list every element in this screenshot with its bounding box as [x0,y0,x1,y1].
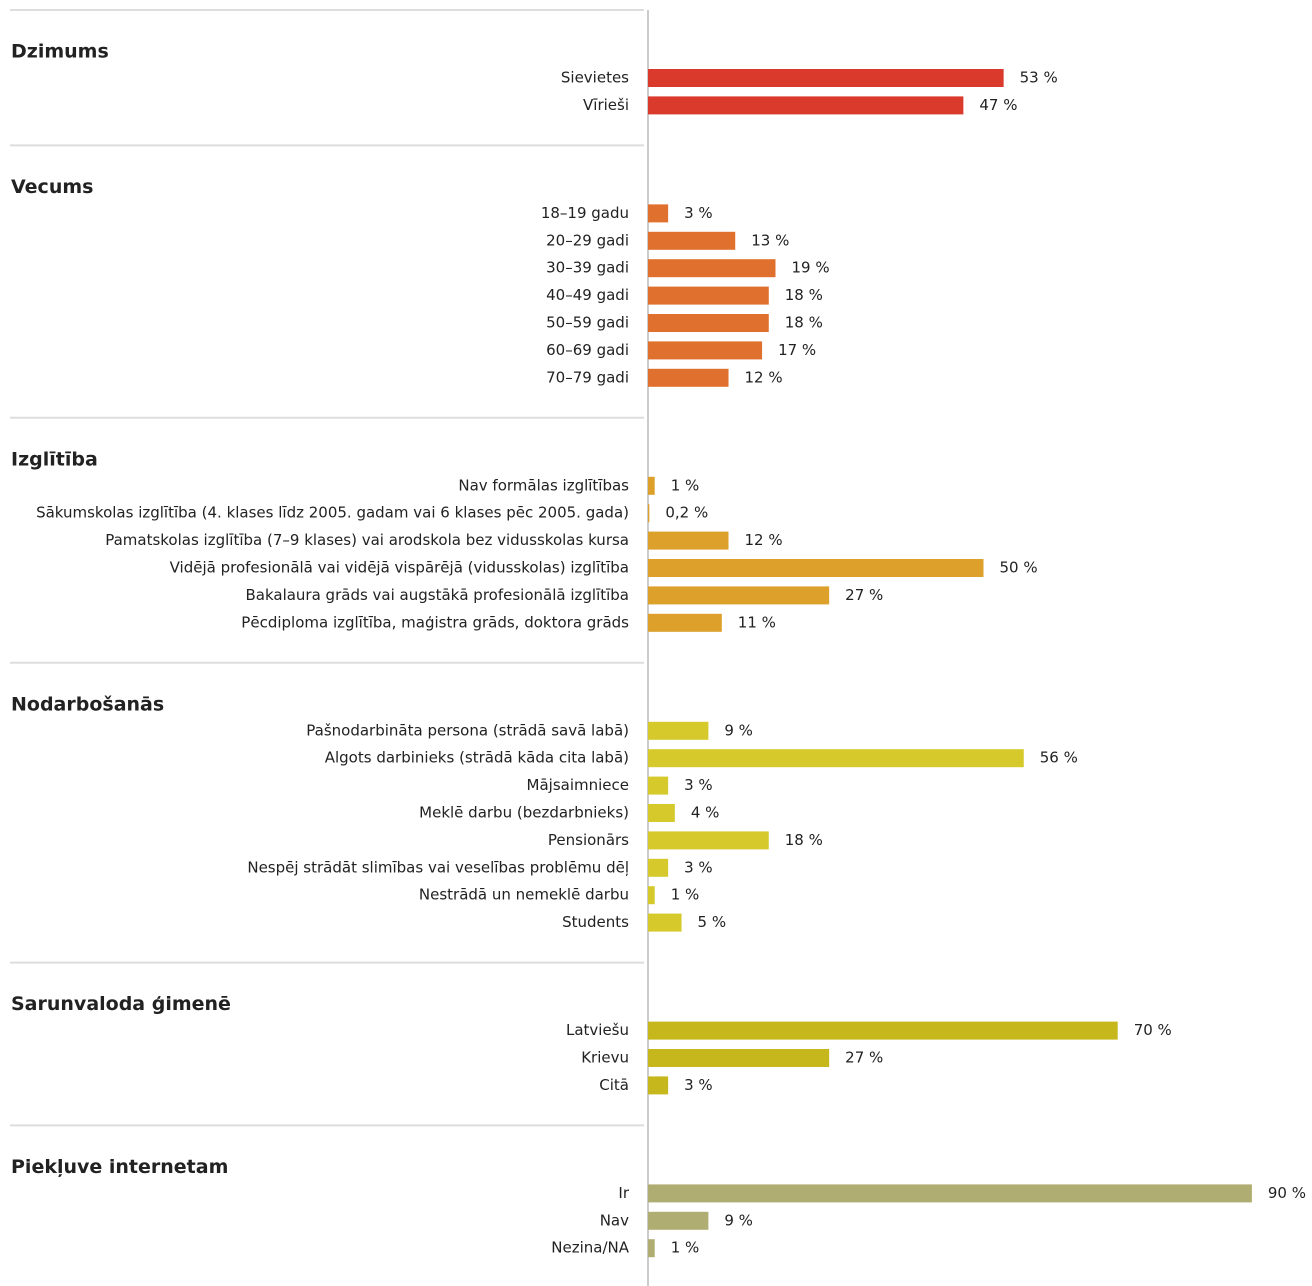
category-label: Krievu [581,1049,629,1067]
value-label: 11 % [738,613,776,631]
category-label: 70–79 gadi [546,368,629,386]
bar [648,476,655,495]
value-label: 4 % [691,804,720,822]
value-label: 53 % [1020,69,1058,87]
bar [648,1184,1252,1203]
section-title: Izglītība [11,448,98,470]
category-label: Bakalaura grāds vai augstākā profesionāl… [245,586,629,604]
category-label: Pensionārs [548,831,629,849]
bar [648,231,736,250]
value-label: 12 % [745,531,783,549]
value-label: 1 % [671,1239,700,1257]
bar [648,69,1004,87]
value-label: 18 % [785,831,823,849]
bar [648,776,669,795]
bar [648,504,650,523]
bar [648,586,830,605]
category-label: Nav [600,1211,629,1229]
category-label: 40–49 gadi [546,286,629,304]
category-label: Students [562,913,629,931]
category-label: Pēcdiploma izglītība, maģistra grāds, do… [241,613,629,631]
value-label: 27 % [845,586,883,604]
category-label: Pašnodarbināta persona (strādā savā labā… [306,721,629,739]
bar [648,204,669,223]
bar [648,531,729,550]
bar [648,368,729,387]
category-label: Algots darbinieks (strādā kāda cita labā… [325,749,629,767]
section-title: Sarunvaloda ģimenē [11,993,231,1015]
bar [648,314,769,332]
category-label: Vidējā profesionālā vai vidējā vispārējā… [170,559,629,577]
value-label: 56 % [1040,749,1078,767]
category-label: Nezina/NA [551,1239,629,1257]
bar [648,721,709,740]
bar [648,1239,655,1258]
bar [648,259,776,278]
value-label: 9 % [724,721,753,739]
value-label: 12 % [745,368,783,386]
category-label: Mājsaimniece [527,776,629,794]
bar [648,858,669,877]
bar [648,341,763,360]
category-label: 50–59 gadi [546,314,629,332]
category-label: Sievietes [561,69,629,87]
value-label: 3 % [684,204,713,222]
category-label: 30–39 gadi [546,259,629,277]
category-label: Nav formālas izglītības [458,476,629,494]
category-label: Ir [618,1184,629,1202]
category-label: 20–29 gadi [546,231,629,249]
value-label: 18 % [785,286,823,304]
value-label: 5 % [698,913,727,931]
category-label: Citā [599,1076,629,1094]
value-label: 50 % [1000,559,1038,577]
bar [648,1211,709,1230]
value-label: 9 % [724,1211,753,1229]
bar [648,804,675,822]
value-label: 3 % [684,776,713,794]
bar [648,1076,669,1095]
value-label: 3 % [684,1076,713,1094]
section-title: Dzimums [11,41,109,63]
value-label: 19 % [791,259,829,277]
section-title: Vecums [11,176,93,198]
bar [648,1049,830,1067]
bar [648,913,682,932]
category-label: Sākumskolas izglītība (4. klases līdz 20… [36,504,629,522]
value-label: 90 % [1268,1184,1306,1202]
value-label: 47 % [979,96,1017,114]
category-label: 18–19 gadu [541,204,629,222]
category-label: Latviešu [566,1021,629,1039]
category-label: 60–69 gadi [546,341,629,359]
bar [648,886,655,905]
value-label: 0,2 % [665,504,708,522]
category-label: Vīrieši [583,96,629,114]
category-label: Nestrādā un nemeklē darbu [419,886,629,904]
bar [648,1021,1118,1040]
bar [648,831,769,850]
bar [648,749,1024,768]
bar [648,96,964,115]
value-label: 1 % [671,886,700,904]
value-label: 1 % [671,476,700,494]
category-label: Nespēj strādāt slimības vai veselības pr… [247,858,629,876]
value-label: 70 % [1134,1021,1172,1039]
value-label: 13 % [751,231,789,249]
category-label: Pamatskolas izglītība (7–9 klases) vai a… [105,531,629,549]
value-label: 18 % [785,314,823,332]
value-label: 3 % [684,858,713,876]
bar [648,286,769,305]
bar [648,559,984,577]
value-label: 27 % [845,1049,883,1067]
bar [648,613,722,632]
value-label: 17 % [778,341,816,359]
section-title: Piekļuve internetam [11,1156,228,1178]
section-title: Nodarbošanās [11,693,164,715]
category-label: Meklē darbu (bezdarbnieks) [419,804,629,822]
